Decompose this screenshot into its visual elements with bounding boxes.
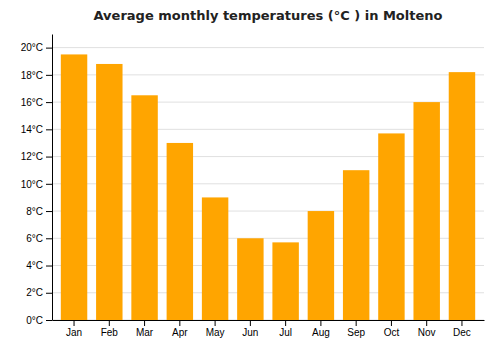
y-tick-mark <box>46 320 52 321</box>
y-tick-mark <box>46 211 52 212</box>
x-axis: Jan Feb Mar Apr May Jun Jul Aug Sep Oct Nov Dec <box>53 320 485 338</box>
y-tick: 0°C <box>26 315 52 326</box>
x-tick-label: Aug <box>312 327 330 338</box>
x-tick: Mar <box>136 320 154 338</box>
y-tick: 8°C <box>26 206 52 217</box>
y-tick: 10°C <box>21 179 52 190</box>
x-tick-mark <box>109 320 110 326</box>
y-tick-mark <box>46 184 52 185</box>
x-tick-mark <box>461 320 462 326</box>
y-tick: 18°C <box>21 70 52 81</box>
x-tick-mark <box>215 320 216 326</box>
grid-line <box>52 47 484 48</box>
title: Average monthly temperatures (°C ) in Mo… <box>94 8 443 23</box>
x-tick: May <box>206 320 225 338</box>
x-tick: Feb <box>101 320 119 338</box>
x-tick-mark <box>320 320 321 326</box>
y-tick-mark <box>46 157 52 158</box>
grid <box>52 48 484 320</box>
bar <box>237 238 263 320</box>
y-tick-mark <box>46 75 52 76</box>
chart: Jan Feb Mar Apr May Jun Jul Aug Sep Oct Nov Dec 0°C 2… <box>0 0 500 350</box>
x-tick-label: Apr <box>172 327 188 338</box>
x-tick-label: Dec <box>453 327 471 338</box>
x-tick: Jun <box>242 320 258 338</box>
y-tick-label: 14°C <box>21 124 43 135</box>
y-tick: 16°C <box>21 97 52 108</box>
bar <box>96 64 122 320</box>
bar <box>413 102 439 320</box>
y-tick-label: 20°C <box>21 42 43 53</box>
bars <box>61 54 475 320</box>
x-tick-label: Feb <box>101 327 119 338</box>
y-tick: 2°C <box>26 287 52 298</box>
bar <box>449 72 475 320</box>
plot: Jan Feb Mar Apr May Jun Jul Aug Sep Oct Nov Dec 0°C 2… <box>21 35 485 339</box>
y-axis-line <box>52 35 53 321</box>
x-tick-mark <box>356 320 357 326</box>
y-tick: 12°C <box>21 151 52 162</box>
y-tick-label: 12°C <box>21 151 43 162</box>
x-tick-mark <box>144 320 145 326</box>
y-tick-mark <box>46 238 52 239</box>
x-tick-mark <box>179 320 180 326</box>
y-tick-label: 0°C <box>26 315 43 326</box>
x-tick: Dec <box>453 320 471 338</box>
bar <box>308 211 334 320</box>
bar <box>378 133 404 320</box>
x-tick: Aug <box>312 320 330 338</box>
y-tick-mark <box>46 129 52 130</box>
y-tick: 4°C <box>26 260 52 271</box>
y-axis: 0°C 2°C 4°C 6°C 8°C 10°C 12°C 14°C 16°C 18°C 20°C <box>21 35 53 326</box>
x-tick-mark <box>426 320 427 326</box>
bar <box>272 242 298 320</box>
y-tick-label: 4°C <box>26 260 43 271</box>
x-tick-label: Oct <box>384 327 400 338</box>
bar <box>343 170 369 320</box>
y-tick-label: 6°C <box>26 233 43 244</box>
x-tick: Jul <box>279 320 292 338</box>
x-tick-label: Nov <box>418 327 436 338</box>
bar <box>202 197 228 320</box>
x-tick: Nov <box>418 320 436 338</box>
x-tick-label: Jan <box>66 327 82 338</box>
x-tick-label: Jul <box>279 327 292 338</box>
y-tick-label: 2°C <box>26 287 43 298</box>
x-axis-line <box>53 320 485 321</box>
x-tick-mark <box>74 320 75 326</box>
y-tick-mark <box>46 102 52 103</box>
y-tick: 20°C <box>21 42 52 53</box>
x-tick-label: Jun <box>242 327 258 338</box>
x-tick-mark <box>391 320 392 326</box>
y-tick-label: 16°C <box>21 97 43 108</box>
x-tick-mark <box>285 320 286 326</box>
x-tick-label: Sep <box>347 327 365 338</box>
x-tick: Jan <box>66 320 82 338</box>
y-tick-label: 8°C <box>26 206 43 217</box>
y-tick-mark <box>46 293 52 294</box>
bar <box>61 54 87 320</box>
x-tick-label: May <box>206 327 225 338</box>
y-tick: 6°C <box>26 233 52 244</box>
y-tick: 14°C <box>21 124 52 135</box>
y-tick-label: 10°C <box>21 179 43 190</box>
y-tick-mark <box>46 48 52 49</box>
y-tick-mark <box>46 266 52 267</box>
x-tick: Sep <box>347 320 365 338</box>
x-tick: Apr <box>172 320 188 338</box>
x-tick-mark <box>250 320 251 326</box>
bar <box>131 95 157 320</box>
y-tick-label: 18°C <box>21 70 43 81</box>
bar <box>167 143 193 320</box>
x-tick: Oct <box>384 320 400 338</box>
x-tick-label: Mar <box>136 327 154 338</box>
